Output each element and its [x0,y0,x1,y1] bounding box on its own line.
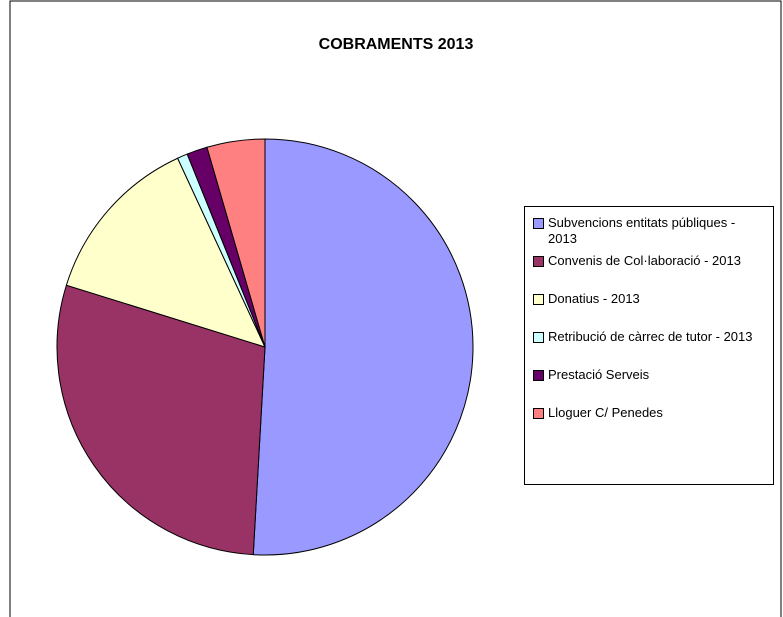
pie-slice [252,138,474,556]
pie-slice [56,284,266,556]
legend-item: Subvencions entitats públiques - 2013 [533,215,767,247]
pie [56,138,474,556]
legend-item: Lloguer C/ Penedes [533,405,767,437]
legend-swatch [533,218,544,229]
legend: Subvencions entitats públiques - 2013 Con… [524,206,774,485]
legend-swatch [533,408,544,419]
legend-item: Donatius - 2013 [533,291,767,323]
legend-swatch [533,294,544,305]
pie-slice [206,138,266,348]
legend-label: Convenis de Col·laboració - 2013 [548,253,741,268]
legend-swatch [533,332,544,343]
legend-item: Prestació Serveis [533,367,767,399]
chart-title: COBRAMENTS 2013 [319,36,474,53]
legend-item: Convenis de Col·laboració - 2013 [533,253,767,285]
pie-slice [65,157,266,348]
legend-label: Prestació Serveis [548,367,650,382]
legend-label: Subvencions entitats públiques - 2013 [548,215,736,246]
legend-label: Lloguer C/ Penedes [548,405,663,420]
legend-item: Retribució de càrrec de tutor - 2013 [533,329,767,361]
legend-swatch [533,256,544,267]
legend-swatch [533,370,544,381]
legend-label: Donatius - 2013 [548,291,640,306]
legend-label: Retribució de càrrec de tutor - 2013 [548,329,753,344]
